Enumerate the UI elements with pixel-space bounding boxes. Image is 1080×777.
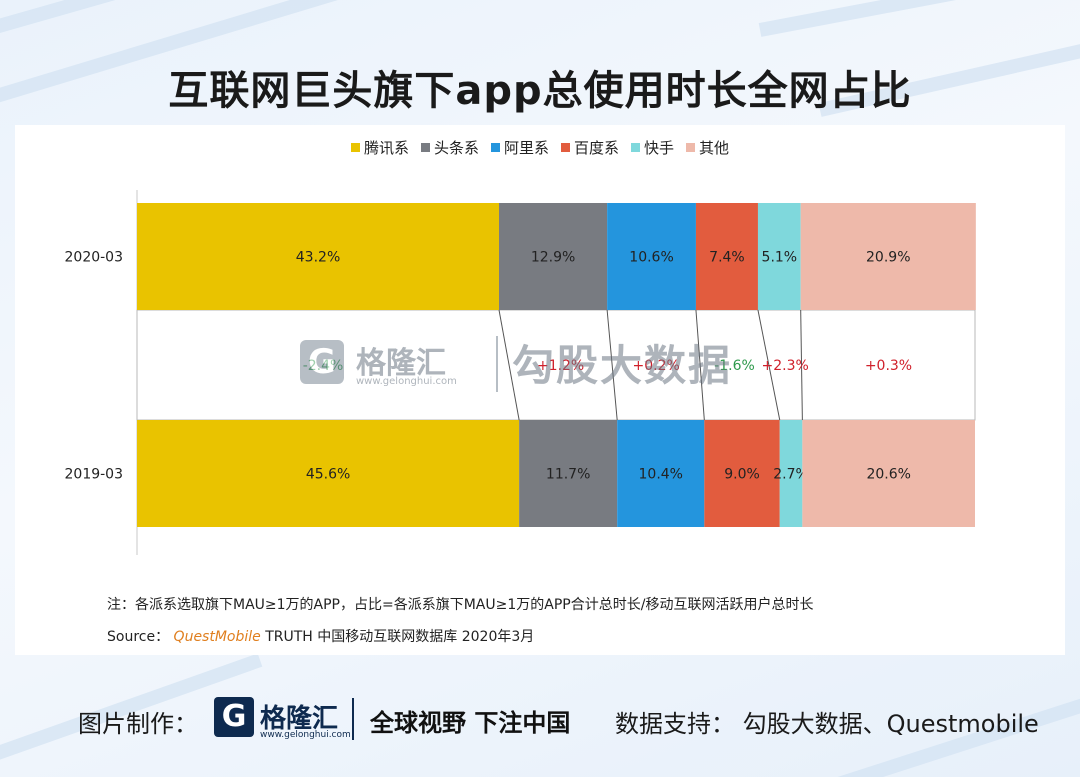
connector-line bbox=[800, 309, 803, 421]
bar-segment bbox=[779, 420, 803, 527]
connector-line bbox=[498, 309, 520, 421]
data-label: 11.7% bbox=[546, 467, 590, 483]
legend-label: 快手 bbox=[644, 139, 675, 157]
page-title: 互联网巨头旗下app总使用时长全网占比 bbox=[168, 68, 912, 114]
connector-line bbox=[695, 309, 705, 421]
footer-brand: 格隆汇 bbox=[260, 704, 339, 734]
data-label: 45.6% bbox=[306, 467, 350, 483]
data-label: 12.9% bbox=[531, 250, 575, 266]
footer-url: www.gelonghui.com bbox=[260, 730, 351, 740]
change-label: -1.6% bbox=[714, 358, 755, 374]
legend-label: 腾讯系 bbox=[363, 139, 409, 157]
bar-segment bbox=[802, 420, 975, 527]
data-label: 10.6% bbox=[629, 250, 673, 266]
legend-swatch bbox=[631, 143, 641, 152]
gelonghui-logo-icon: G bbox=[214, 697, 254, 737]
watermark-divider bbox=[496, 336, 498, 392]
watermark: G 格隆汇 www.gelonghui.com 勾股大数据 bbox=[300, 336, 820, 400]
category-label: 2020-03 bbox=[65, 250, 124, 266]
legend-item: 百度系 bbox=[561, 137, 619, 158]
legend-label: 阿里系 bbox=[503, 139, 549, 157]
legend-swatch bbox=[686, 143, 696, 152]
data-label: 7.4% bbox=[709, 250, 745, 266]
legend-label: 其他 bbox=[699, 139, 730, 157]
watermark-name: 格隆汇 bbox=[356, 346, 446, 381]
bar-segment bbox=[607, 203, 696, 310]
legend-item: 快手 bbox=[631, 137, 674, 158]
watermark-logo-icon: G bbox=[300, 340, 344, 384]
legend-item: 腾讯系 bbox=[350, 137, 409, 158]
bar-segment bbox=[757, 203, 801, 310]
bar-segment bbox=[617, 420, 705, 527]
bar-segment bbox=[137, 420, 520, 527]
category-label: 2019-03 bbox=[65, 467, 124, 483]
bar-segment bbox=[800, 203, 976, 310]
stacked-bar-chart: 43.2% 12.9% 10.6% 7.4% 5.1% 20.9% 2020-03 45.6%… bbox=[65, 190, 976, 555]
source-brand: QuestMobile bbox=[173, 629, 261, 645]
data-label: 20.9% bbox=[866, 250, 910, 266]
data-label: 43.2% bbox=[296, 250, 340, 266]
bar-segment bbox=[519, 420, 618, 527]
chart-legend: 腾讯系 头条系 阿里系 百度系 快手 其他 bbox=[0, 137, 1080, 158]
legend-label: 头条系 bbox=[433, 139, 479, 157]
footer: 图片制作： G 格隆汇 www.gelonghui.com 全球视野 下注中国 … bbox=[0, 660, 1080, 777]
bar-segment bbox=[704, 420, 780, 527]
change-label: +0.3% bbox=[865, 358, 912, 374]
footer-slogan: 全球视野 下注中国 bbox=[370, 709, 571, 737]
data-label: 10.4% bbox=[639, 467, 683, 483]
bar-segment bbox=[137, 203, 500, 310]
legend-item: 阿里系 bbox=[490, 137, 549, 158]
change-label: +1.2% bbox=[537, 358, 584, 374]
legend-swatch bbox=[350, 143, 360, 152]
watermark-url: www.gelonghui.com bbox=[356, 376, 457, 387]
legend-item: 其他 bbox=[686, 137, 729, 158]
footer-made-by-label: 图片制作： bbox=[78, 710, 198, 738]
legend-swatch bbox=[490, 143, 500, 152]
data-label: 5.1% bbox=[762, 250, 798, 266]
legend-item: 头条系 bbox=[420, 137, 479, 158]
comparison-band bbox=[136, 309, 976, 421]
bar-segment bbox=[499, 203, 608, 310]
watermark-brand: 勾股大数据 bbox=[512, 341, 733, 390]
connector-line bbox=[606, 309, 618, 421]
change-label: +2.3% bbox=[762, 358, 809, 374]
bar-segment bbox=[695, 203, 758, 310]
chart-source: Source： QuestMobile TRUTH 中国移动互联网数据库 202… bbox=[107, 626, 534, 646]
data-label: 2.7% bbox=[773, 467, 809, 483]
source-label: Source： bbox=[107, 629, 170, 645]
data-label: 20.6% bbox=[866, 467, 910, 483]
data-label: 9.0% bbox=[724, 467, 760, 483]
change-label: +0.2% bbox=[632, 358, 679, 374]
footer-divider bbox=[352, 698, 354, 740]
chart-note: 注：各派系选取旗下MAU≥1万的APP，占比=各派系旗下MAU≥1万的APP合计… bbox=[107, 597, 814, 613]
footer-data-support: 数据支持： 勾股大数据、Questmobile bbox=[615, 710, 1039, 738]
legend-swatch bbox=[561, 143, 570, 152]
connector-line bbox=[757, 309, 781, 421]
legend-swatch bbox=[420, 143, 430, 152]
source-text: TRUTH 中国移动互联网数据库 2020年3月 bbox=[265, 629, 535, 645]
legend-label: 百度系 bbox=[574, 139, 620, 157]
